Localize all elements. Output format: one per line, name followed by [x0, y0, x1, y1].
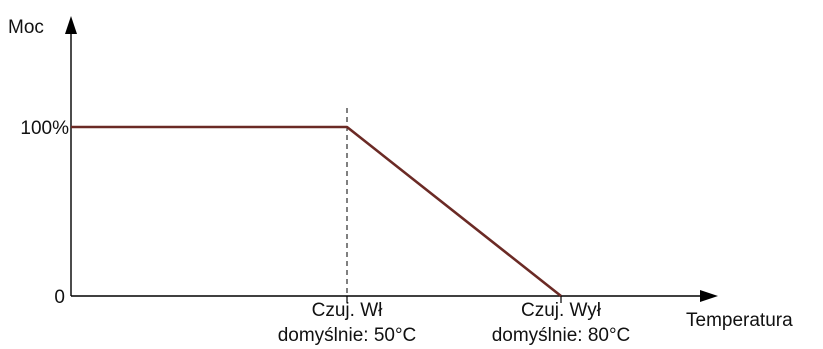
y-tick-label-100: 100%	[20, 118, 69, 139]
y-tick-label-0: 0	[54, 287, 65, 308]
x-axis-arrow-icon	[700, 290, 718, 302]
power-series-line	[71, 125, 562, 298]
x-tick-default-off: domyślnie: 80°C	[492, 325, 631, 346]
x-tick-label-off: Czuj. Wył	[521, 300, 602, 321]
x-axis-title: Temperatura	[686, 310, 793, 331]
x-tick-label-on: Czuj. Wł	[312, 300, 384, 321]
y-axis-title: Moc	[8, 17, 44, 38]
y-axis-arrow-icon	[65, 16, 77, 34]
x-tick-default-on: domyślnie: 50°C	[278, 325, 417, 346]
